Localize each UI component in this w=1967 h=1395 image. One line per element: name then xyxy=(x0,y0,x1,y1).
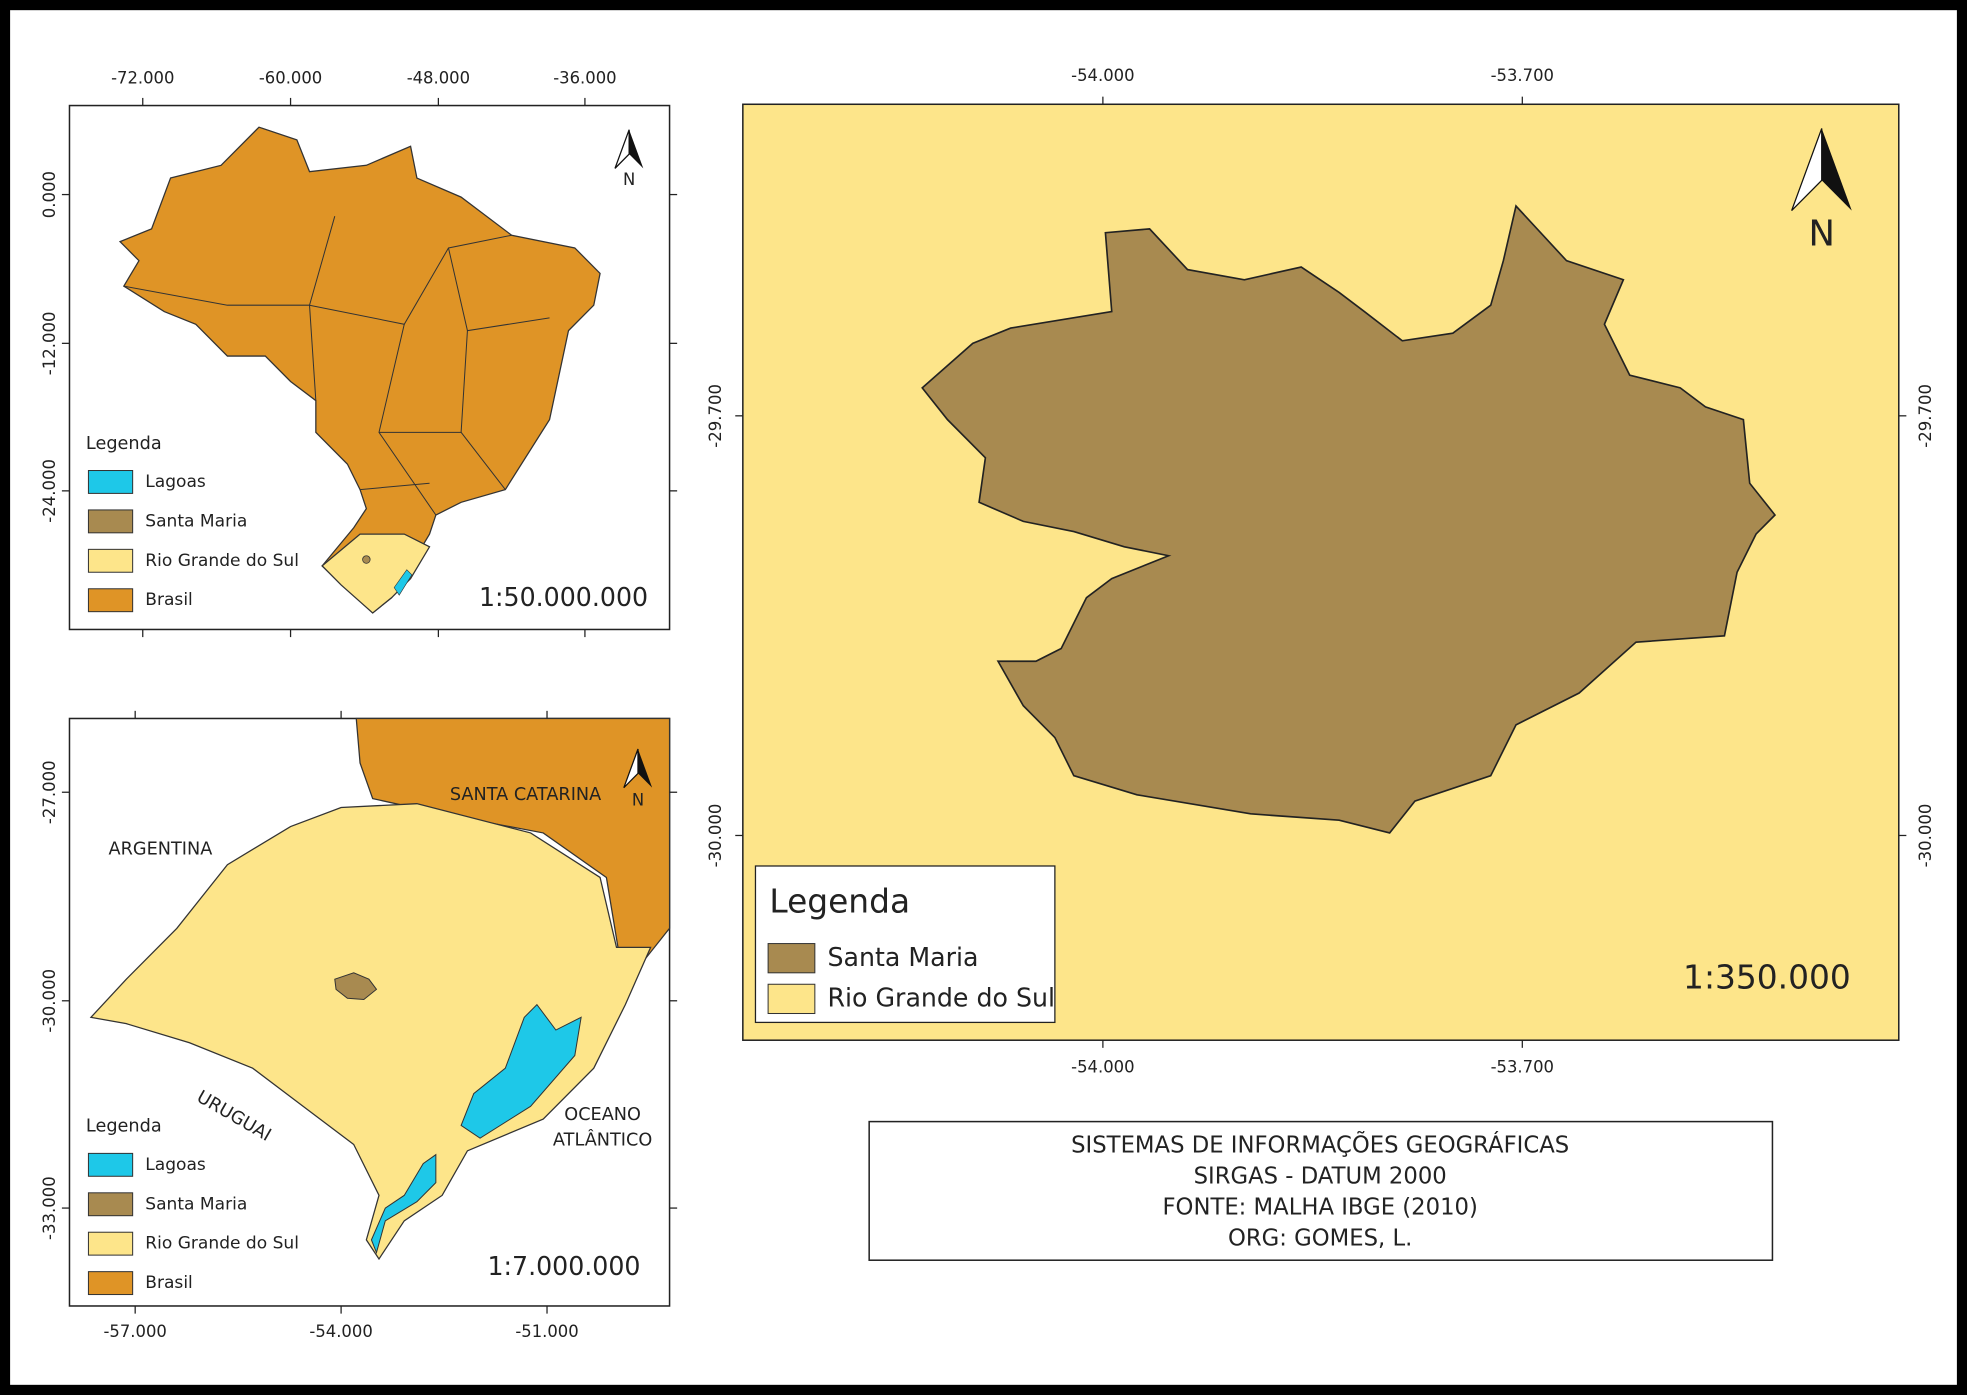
place-label: ATLÂNTICO xyxy=(553,1129,652,1151)
legend-swatch xyxy=(767,983,816,1015)
legend-label: Santa Maria xyxy=(145,511,247,531)
legend-label: Lagoas xyxy=(145,1155,206,1175)
north-arrow xyxy=(1821,128,1852,211)
coord-label: -29.700 xyxy=(1916,384,1935,448)
legend-label: Santa Maria xyxy=(827,942,978,972)
legend-label: Rio Grande do Sul xyxy=(145,551,299,571)
santa-maria-dot xyxy=(362,555,371,564)
santa-maria-shape xyxy=(921,204,1777,834)
coord-label: -53.700 xyxy=(1491,66,1554,85)
legend-swatch xyxy=(87,1271,134,1296)
north-arrow xyxy=(637,749,653,788)
scale-label: 1:350.000 xyxy=(1683,958,1851,997)
legend-swatch xyxy=(87,588,134,613)
coord-label: -60.000 xyxy=(259,68,322,87)
legend-title: Legenda xyxy=(86,1117,162,1137)
rs-region xyxy=(89,803,652,1261)
scale-label: 1:7.000.000 xyxy=(487,1251,640,1281)
north-label: N xyxy=(1808,213,1834,254)
coord-label: -24.000 xyxy=(40,459,59,523)
place-label: SANTA CATARINA xyxy=(450,785,601,805)
rs-shape xyxy=(321,533,431,614)
coord-label: -57.000 xyxy=(103,1322,166,1341)
legend-swatch xyxy=(87,548,134,573)
coord-label: -48.000 xyxy=(407,68,470,87)
brasil-region xyxy=(355,717,671,961)
santa-maria-region xyxy=(334,972,378,1001)
legend-label: Rio Grande do Sul xyxy=(827,982,1055,1012)
coord-label: -72.000 xyxy=(111,68,174,87)
coord-label: -54.000 xyxy=(1071,66,1134,85)
coord-label: -51.000 xyxy=(515,1322,578,1341)
place-label: ARGENTINA xyxy=(109,839,213,859)
legend-label: Santa Maria xyxy=(145,1194,247,1214)
legend-label: Lagoas xyxy=(145,472,206,492)
legend-swatch xyxy=(87,1152,134,1177)
coord-label: -36.000 xyxy=(553,68,616,87)
legend-title: Legenda xyxy=(769,881,910,920)
coord-label: -30.000 xyxy=(706,804,725,868)
state-borders xyxy=(123,216,550,516)
coord-label: -30.000 xyxy=(40,969,59,1033)
info-line: ORG: GOMES, L. xyxy=(1228,1226,1412,1252)
coord-label: -29.700 xyxy=(706,384,725,448)
legend-swatch xyxy=(87,1192,134,1217)
scale-label: 1:50.000.000 xyxy=(479,582,648,612)
lagoa-shape xyxy=(370,1153,437,1255)
coord-label: -54.000 xyxy=(1071,1058,1134,1077)
coord-label: -54.000 xyxy=(309,1322,372,1341)
legend-label: Brasil xyxy=(145,590,193,610)
coord-label: -12.000 xyxy=(40,311,59,375)
north-label: N xyxy=(623,170,635,189)
legend-swatch xyxy=(87,1231,134,1256)
info-line: FONTE: MALHA IBGE (2010) xyxy=(1162,1195,1477,1221)
coord-label: -27.000 xyxy=(40,760,59,824)
legend-label: Brasil xyxy=(145,1273,193,1293)
legend-title: Legenda xyxy=(86,434,162,454)
info-line: SIRGAS - DATUM 2000 xyxy=(1194,1163,1447,1189)
info-box xyxy=(868,1120,1774,1261)
lagoa-shape xyxy=(393,569,413,596)
coord-label: -33.000 xyxy=(40,1176,59,1240)
coord-label: -30.000 xyxy=(1916,804,1935,868)
legend-swatch xyxy=(767,943,816,974)
coord-label: 0.000 xyxy=(40,171,59,218)
legend-swatch xyxy=(87,509,134,534)
place-label: OCEANO xyxy=(564,1105,641,1125)
legend-swatch xyxy=(87,470,134,494)
info-line: SISTEMAS DE INFORMAÇÕES GEOGRÁFICAS xyxy=(1071,1129,1569,1158)
north-label: N xyxy=(632,791,644,810)
coord-label: -53.700 xyxy=(1491,1058,1554,1077)
north-arrow xyxy=(614,129,630,169)
lagoa-shape xyxy=(460,1003,582,1139)
legend-label: Rio Grande do Sul xyxy=(145,1234,299,1254)
